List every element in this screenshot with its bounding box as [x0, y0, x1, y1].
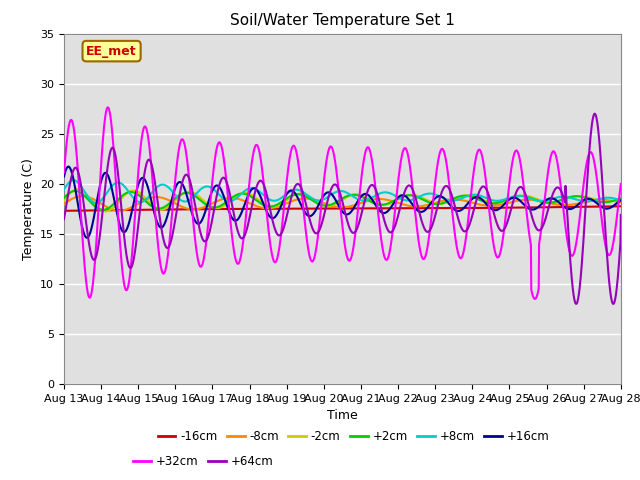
Y-axis label: Temperature (C): Temperature (C) — [22, 158, 35, 260]
X-axis label: Time: Time — [327, 409, 358, 422]
Text: EE_met: EE_met — [86, 45, 137, 58]
Legend: +32cm, +64cm: +32cm, +64cm — [129, 450, 278, 473]
Title: Soil/Water Temperature Set 1: Soil/Water Temperature Set 1 — [230, 13, 455, 28]
